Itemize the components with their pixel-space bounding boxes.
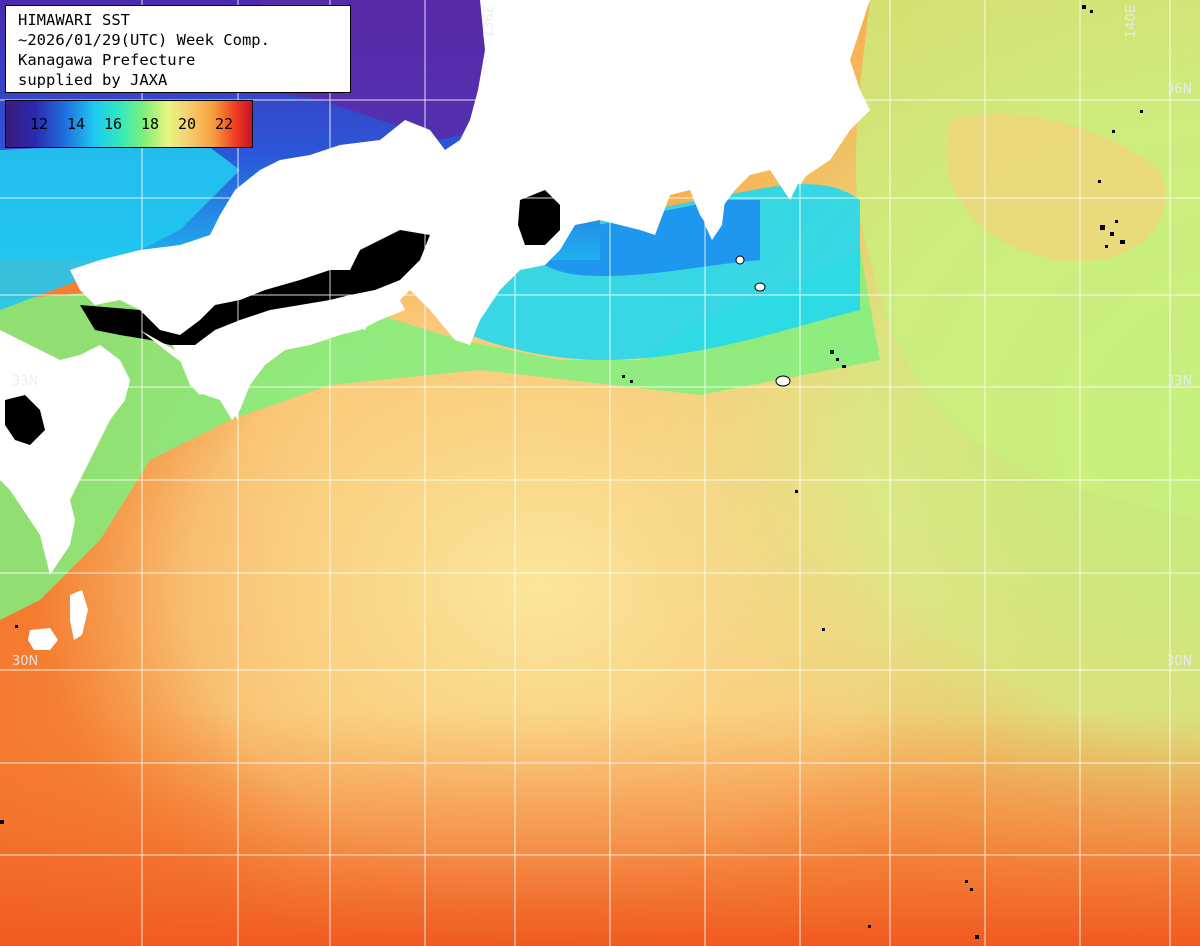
cloud-kyushu [5,395,45,445]
land-miyake [775,375,791,387]
west-cyan-strip [0,140,240,310]
legend-tick: 22 [215,115,234,133]
land-tanegashima [70,590,88,640]
lat-label-36n-right: 36N [1166,82,1193,97]
land-yakushima [28,628,58,650]
land-hachijo [735,255,745,265]
lat-label-33n-left: 33N [12,374,39,389]
lat-label-30n-left: 30N [12,654,39,669]
land-honshu [70,0,870,420]
land-shikoku [140,300,405,420]
sst-color-legend: 12 14 16 18 20 22 [5,100,253,148]
map-info-box: HIMAWARI SST ~2026/01/29(UTC) Week Comp.… [5,5,351,93]
cloud-kii [518,190,560,245]
cloud-seto [80,230,430,345]
legend-tick: 12 [30,115,49,133]
ocean-northeast-warm [946,113,1166,262]
date-line: ~2026/01/29(UTC) Week Comp. [18,31,270,49]
land-izu-oshima [754,282,766,292]
legend-tick: 20 [178,115,197,133]
land-kyushu [0,330,130,575]
legend-tick: 16 [104,115,123,133]
cloud-specks [0,5,1143,939]
lat-label-33n-right: 33N [1166,374,1193,389]
legend-tick: 14 [67,115,86,133]
title-line: HIMAWARI SST [18,11,130,29]
lon-label-136e: 136E [482,4,497,38]
lon-label-140e: 140E [1124,4,1139,38]
lat-label-30n-right: 30N [1166,654,1193,669]
legend-tick: 18 [141,115,160,133]
region-line: Kanagawa Prefecture [18,51,196,69]
land-izu [700,185,725,240]
credit-line: supplied by JAXA [18,71,168,89]
